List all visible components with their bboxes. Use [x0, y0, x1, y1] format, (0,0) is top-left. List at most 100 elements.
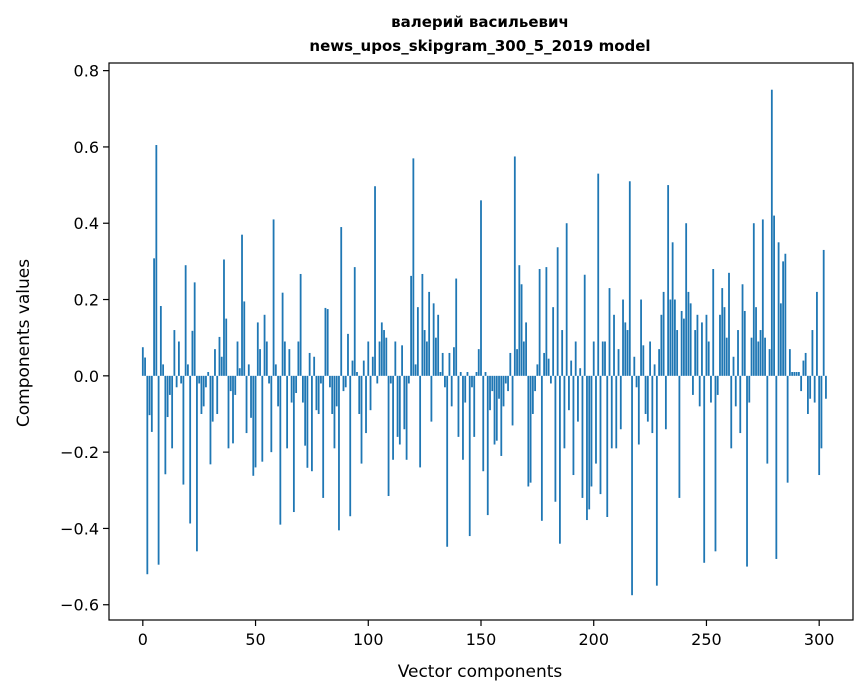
bar	[716, 375, 719, 395]
bar	[493, 375, 496, 445]
bar	[509, 352, 512, 376]
bar	[232, 375, 234, 444]
bar	[766, 375, 769, 464]
bar	[432, 303, 435, 376]
bar	[394, 341, 397, 376]
bar	[428, 291, 431, 376]
bar	[710, 375, 712, 403]
bar	[486, 375, 489, 516]
bar	[807, 375, 809, 414]
plot-frame	[108, 62, 854, 621]
bar	[292, 375, 295, 513]
bar	[320, 375, 322, 384]
bar	[441, 352, 444, 376]
bar	[730, 375, 733, 449]
bar	[207, 372, 210, 376]
x-tick-label: 0	[138, 630, 148, 649]
bar	[455, 278, 458, 376]
bar	[162, 364, 165, 376]
bar	[570, 360, 573, 376]
bar	[818, 375, 821, 476]
bar	[813, 375, 816, 403]
bar	[297, 341, 300, 376]
bar	[351, 360, 354, 376]
bar	[549, 375, 552, 384]
bar	[795, 372, 798, 376]
bar	[398, 375, 401, 445]
bar	[804, 352, 807, 376]
bar	[777, 242, 780, 376]
bar	[626, 330, 629, 376]
bar	[378, 341, 381, 376]
bar	[383, 330, 385, 376]
bar	[746, 375, 748, 567]
bar	[750, 337, 753, 376]
bar	[358, 375, 361, 414]
bar	[543, 352, 546, 376]
bar	[187, 364, 189, 376]
bar	[800, 375, 803, 392]
bar	[171, 375, 174, 449]
bar	[547, 358, 550, 376]
x-tick-label: 150	[466, 630, 497, 649]
x-axis-ticks: 0 50 100 150 200 250 300	[138, 620, 834, 649]
x-axis-label: Vector components	[398, 662, 563, 682]
bar	[473, 375, 476, 437]
bar	[252, 375, 255, 476]
bar	[694, 330, 697, 376]
bar	[680, 310, 683, 376]
bar	[707, 341, 710, 376]
bar	[315, 375, 318, 411]
bar	[741, 284, 744, 376]
bar	[419, 375, 422, 468]
bar	[588, 375, 591, 510]
bar	[274, 364, 277, 376]
bar	[205, 375, 207, 388]
bar	[635, 375, 638, 388]
bar	[809, 375, 812, 399]
bar	[664, 375, 667, 430]
bar	[579, 368, 582, 376]
bar	[234, 375, 237, 395]
bar	[568, 375, 570, 411]
bar	[279, 375, 282, 525]
bar	[448, 352, 451, 376]
bar	[331, 375, 334, 414]
bar	[466, 372, 469, 376]
bar	[353, 267, 356, 376]
bar	[761, 219, 764, 376]
bar	[723, 307, 726, 376]
bar	[329, 375, 331, 388]
bar	[737, 330, 739, 376]
bar	[299, 273, 302, 376]
bar	[687, 291, 690, 376]
bar	[536, 364, 539, 376]
bar	[184, 265, 187, 376]
bar	[344, 375, 347, 388]
bar	[518, 265, 521, 376]
bar	[491, 375, 494, 392]
bar	[590, 375, 593, 487]
bar	[464, 375, 467, 403]
bar	[574, 341, 577, 376]
bar	[218, 336, 221, 376]
bar	[701, 322, 703, 376]
bar	[671, 242, 674, 376]
bar	[610, 375, 613, 449]
bar	[759, 330, 762, 376]
bar	[581, 375, 584, 498]
bar	[527, 375, 530, 487]
bar	[540, 375, 543, 521]
bar	[281, 292, 284, 376]
bar	[662, 291, 665, 376]
bar	[313, 356, 316, 376]
bar	[644, 375, 647, 414]
bar	[365, 375, 367, 434]
bar	[511, 375, 514, 426]
bar	[446, 375, 449, 547]
bar	[229, 375, 232, 392]
x-tick-label: 200	[578, 630, 609, 649]
bar	[559, 375, 561, 544]
bar	[689, 303, 692, 376]
bar	[637, 375, 640, 445]
